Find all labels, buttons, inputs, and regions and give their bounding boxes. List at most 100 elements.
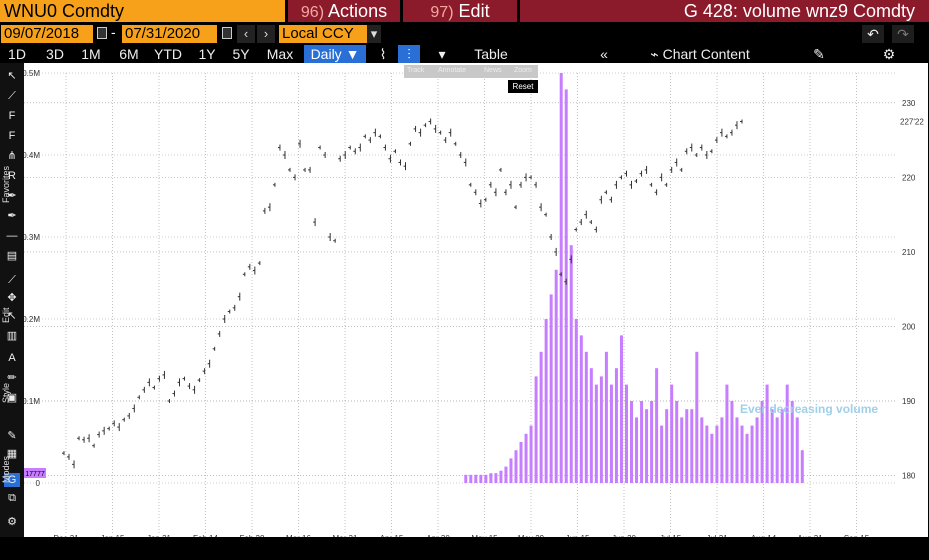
volume-bar [569,245,573,483]
g-mode-icon[interactable]: G [4,473,20,487]
pen-icon[interactable]: ✒ [7,190,17,202]
prev-arrow-icon[interactable]: ‹ [237,25,255,43]
volume-bar [554,269,558,483]
ray-icon[interactable]: ⟋ [8,274,16,286]
volume-bar [579,335,583,483]
volume-bar [785,384,789,483]
price-volume-chart[interactable]: 0.5M 0.4M 0.3M 0.2M 0.1M 0 230 220 210 200 190 180 2… [22,63,928,553]
last-volume-label: 17777 [25,471,45,478]
right-axis-tick: 220 [902,173,916,182]
period-1m[interactable]: 1M [81,46,101,62]
period-6m[interactable]: 6M [119,46,139,62]
horizontal-line-icon[interactable]: — [6,230,18,242]
reset-button[interactable]: Reset [508,80,538,93]
gear-icon[interactable]: ⚙ [7,516,17,528]
security-field[interactable]: WNU0 Comdty [0,0,285,22]
edit-menu[interactable]: 97) Edit [403,0,517,22]
edit-number: 97) [430,4,454,21]
select-icon[interactable]: ↖ [7,310,17,322]
fill-icon[interactable]: ▣ [6,392,18,404]
move-icon[interactable]: ✥ [7,292,17,304]
chevron-down-icon[interactable]: ▾ [438,46,446,62]
redo-icon[interactable]: ↷ [892,25,914,43]
brush-icon[interactable]: ✏ [7,372,17,384]
chart-mode-bar: Track Annotate News Zoom [404,65,538,78]
volume-bar [645,409,649,483]
news-button[interactable]: News [484,67,502,74]
line-chart-icon[interactable]: ⌇ [379,46,387,62]
undo-icon[interactable]: ↶ [862,25,884,43]
collapse-icon[interactable]: « [600,46,608,62]
date-range-bar: 09/07/2018 - 07/31/2020 ‹ › Local CCY ▾ … [0,24,929,44]
volume-bar [614,368,618,483]
x-axis-tick: May 29 [518,534,545,537]
gear-icon[interactable]: ⚙ [882,46,896,62]
volume-bar [680,417,684,483]
volume-bar [800,450,804,483]
bar-chart-icon[interactable]: ⫶ [398,45,420,63]
table-button[interactable]: Table [474,46,508,62]
volume-bar [589,368,593,483]
pitchfork-icon[interactable]: ⋔ [7,150,17,162]
volume-bar [464,474,468,483]
volume-bar [740,425,744,483]
line-tool-icon[interactable]: ⟋ [8,90,16,102]
right-axis-tick: 210 [902,248,916,257]
chart-content-label: Chart Content [662,46,750,62]
fib-tool-icon[interactable]: F [8,130,16,142]
volume-bar [705,425,709,483]
period-1d[interactable]: 1D [8,46,26,62]
volume-bar [529,425,533,483]
volume-bar [730,401,734,483]
volume-bar [504,466,508,483]
date-dash: - [111,24,116,40]
zoom-button[interactable]: Zoom [514,67,532,74]
volume-bar [725,384,729,483]
annotate-button[interactable]: Annotate [438,67,467,74]
volume-bar [489,473,493,483]
copy-icon[interactable]: ⧉ [8,492,16,504]
period-ytd[interactable]: YTD [154,46,182,62]
end-date-field[interactable]: 07/31/2020 [122,25,217,43]
cursor-icon[interactable]: ↖ [7,70,17,82]
volume-bar [539,351,543,483]
grid-icon[interactable]: ▦ [6,448,18,460]
actions-menu[interactable]: 96) Actions [288,0,400,22]
period-3d[interactable]: 3D [46,46,64,62]
volume-bar [599,376,603,483]
start-date-field[interactable]: 09/07/2018 [1,25,93,43]
chart-content-button[interactable]: ⌁ Chart Content [640,45,760,63]
fib-tool-icon[interactable]: F [8,110,16,122]
volume-bar [544,319,548,483]
volume-bar [619,335,623,483]
pen-icon[interactable]: ✒ [7,210,17,222]
next-arrow-icon[interactable]: › [257,25,275,43]
period-1y[interactable]: 1Y [198,46,216,62]
volume-bar [499,470,503,483]
calendar-icon[interactable] [222,27,232,39]
interval-select[interactable]: Daily ▼ [304,45,366,63]
period-max[interactable]: Max [266,46,294,62]
style-label: Style [1,382,11,403]
r-tool-icon[interactable]: R [8,170,16,182]
chart-area[interactable]: 0.5M 0.4M 0.3M 0.2M 0.1M 0 230 220 210 200 190 180 2… [22,63,928,553]
volume-bar [524,433,528,483]
text-tool-icon[interactable]: A [8,352,16,364]
volume-bar [780,409,784,483]
volume-bar [519,442,523,483]
x-axis-tick: Jul 31 [706,534,728,537]
volume-bar [514,450,518,483]
volume-bar [755,417,759,483]
pencil-icon[interactable]: ✎ [7,430,17,442]
volume-bar [484,474,488,483]
left-axis-tick: 0 [36,479,41,488]
currency-select[interactable]: Local CCY [279,25,369,43]
edit-icon[interactable]: ✎ [813,46,825,62]
toolbar: 1D 3D 1M 6M YTD 1Y 5Y Max Daily ▼ ⌇ ⫶ ▾ … [0,44,929,64]
calendar-icon[interactable] [97,27,107,39]
period-5y[interactable]: 5Y [232,46,250,62]
channel-icon[interactable]: ▤ [6,250,18,262]
track-button[interactable]: Track [407,67,425,74]
trash-icon[interactable]: ▥ [6,330,18,342]
chevron-down-icon[interactable]: ▾ [367,25,381,43]
